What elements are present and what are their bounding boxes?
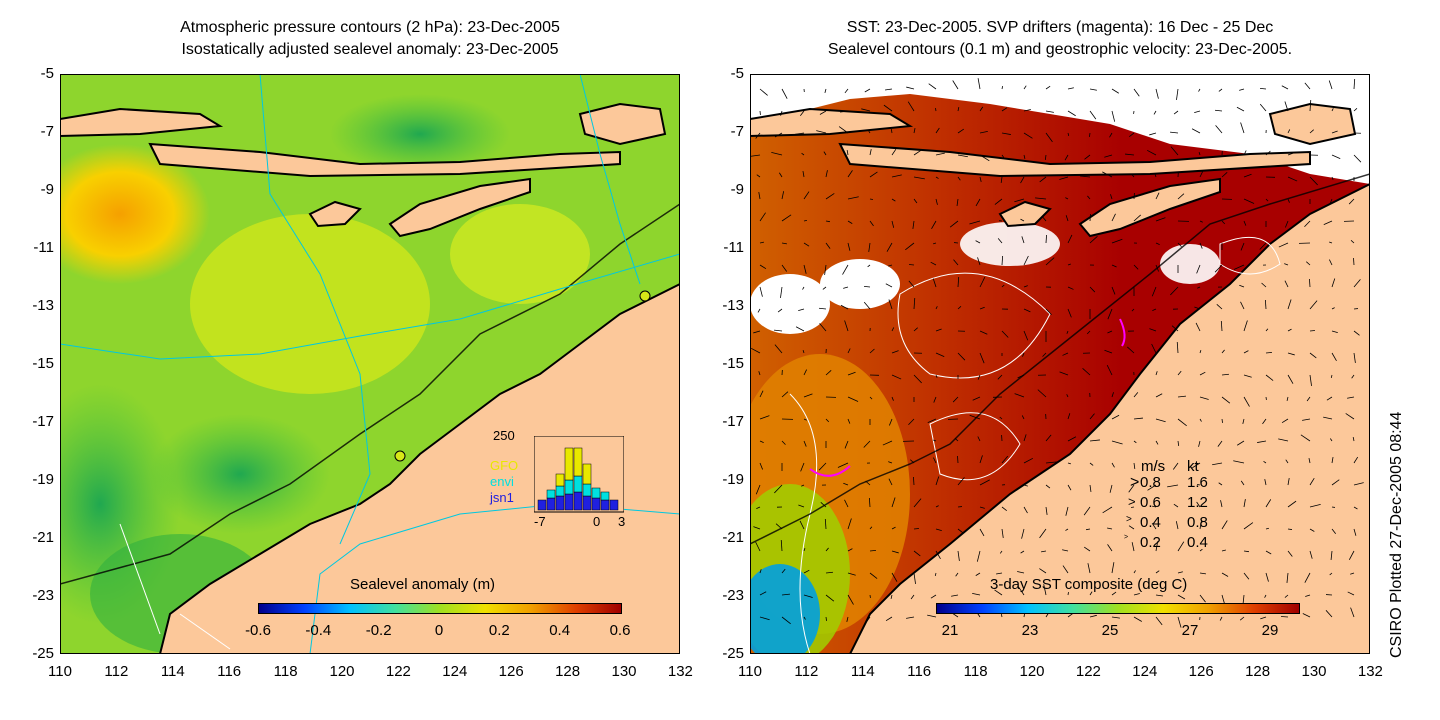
inset-xtick-3: 3 <box>618 514 626 529</box>
y-tick-label: -19 <box>32 471 54 488</box>
colorbar-tick-label: 21 <box>941 622 959 639</box>
x-tick-label: 122 <box>1075 663 1101 680</box>
x-tick-label: 130 <box>1301 663 1327 680</box>
colorbar-tick-label: 0.6 <box>609 622 631 639</box>
colorbar-tick-label: 0 <box>434 622 444 639</box>
x-tick-label: 118 <box>963 663 988 680</box>
velocity-arrow-icon: > <box>1130 474 1140 491</box>
colorbar-tick-label: -0.6 <box>245 622 271 639</box>
x-tick-label: 126 <box>1188 663 1214 680</box>
colorbar-tick-label: 23 <box>1021 622 1039 639</box>
x-tick-label: 120 <box>1019 663 1045 680</box>
x-tick-label: 110 <box>48 663 72 680</box>
velocity-arrow-icon: > <box>1124 534 1129 541</box>
sealevel-anomaly-map <box>60 74 680 654</box>
left-title-line2: Isostatically adjusted sealevel anomaly:… <box>181 41 559 58</box>
altimeter-inset-histogram <box>534 436 624 513</box>
cloud-mask-north <box>750 74 1370 184</box>
y-tick-label: -7 <box>40 123 54 140</box>
right-title-line2: Sealevel contours (0.1 m) and geostrophi… <box>827 41 1293 58</box>
y-tick-label: -21 <box>722 529 744 546</box>
colorbar-tick-label: 0.4 <box>549 622 571 639</box>
drifter-track <box>809 465 851 477</box>
right-colorbar-title: 3-day SST composite (deg C) <box>990 576 1188 593</box>
left-title-line1: Atmospheric pressure contours (2 hPa): 2… <box>180 19 560 36</box>
y-tick-label: -13 <box>722 297 744 314</box>
sst-map <box>750 74 1370 654</box>
y-tick-label: -21 <box>32 529 54 546</box>
x-tick-label: 128 <box>555 663 581 680</box>
velocity-legend-kt: 1.6 <box>1187 474 1208 491</box>
velocity-legend-kt: 0.4 <box>1187 534 1208 551</box>
x-tick-label: 110 <box>738 663 762 680</box>
velocity-legend-kt: 1.2 <box>1187 494 1208 511</box>
x-tick-label: 124 <box>442 663 468 680</box>
left-colorbar-title: Sealevel anomaly (m) <box>350 576 496 593</box>
colorbar-tick-label: -0.2 <box>365 622 392 639</box>
timor-island <box>388 177 531 238</box>
x-tick-label: 124 <box>1132 663 1158 680</box>
velocity-arrow-icon: > <box>1128 494 1136 509</box>
colorbar-tick-label: 29 <box>1261 622 1279 639</box>
inset-xtick-2: 0 <box>593 514 601 529</box>
x-tick-label: 122 <box>385 663 411 680</box>
x-tick-label: 112 <box>104 663 129 680</box>
y-tick-label: -7 <box>730 123 744 140</box>
inset-series-jsn1: jsn1 <box>490 490 514 505</box>
velocity-arrow-icon: > <box>1126 514 1132 525</box>
inset-series-gfo: GFO <box>490 458 519 473</box>
plot-credit: CSIRO Plotted 27-Dec-2005 08:44 <box>1388 411 1405 658</box>
y-tick-label: -9 <box>40 181 54 198</box>
colorbar-tick-label: 25 <box>1101 622 1119 639</box>
x-tick-label: 128 <box>1245 663 1271 680</box>
y-tick-label: -9 <box>730 181 744 198</box>
velocity-legend-ms: 0.6 <box>1140 494 1161 511</box>
velocity-legend-ms: 0.4 <box>1140 514 1161 531</box>
x-tick-label: 114 <box>160 663 185 680</box>
y-tick-label: -15 <box>32 355 54 372</box>
x-tick-label: 132 <box>1357 663 1383 680</box>
x-tick-label: 116 <box>217 663 242 680</box>
y-tick-label: -17 <box>32 413 54 430</box>
velocity-legend-header-ms: m/s <box>1141 458 1166 475</box>
x-tick-label: 120 <box>329 663 355 680</box>
y-tick-label: -25 <box>32 645 54 662</box>
x-tick-label: 118 <box>273 663 298 680</box>
colorbar-tick-label: 0.2 <box>488 622 510 639</box>
velocity-legend-ms: 0.2 <box>1140 534 1161 551</box>
australia-landmass <box>158 282 680 654</box>
x-tick-label: 126 <box>498 663 524 680</box>
x-tick-label: 114 <box>850 663 875 680</box>
inset-xtick-1: -7 <box>534 514 546 529</box>
y-tick-label: -15 <box>722 355 744 372</box>
y-tick-label: -11 <box>723 239 744 256</box>
inset-series-envi: envi <box>490 474 514 489</box>
y-tick-label: -23 <box>722 587 744 604</box>
y-tick-label: -5 <box>730 65 744 82</box>
y-tick-label: -25 <box>722 645 744 662</box>
y-tick-label: -5 <box>40 65 54 82</box>
left-colorbar <box>258 603 622 614</box>
x-tick-label: 130 <box>611 663 637 680</box>
y-tick-label: -19 <box>722 471 744 488</box>
velocity-legend-kt: 0.8 <box>1187 514 1208 531</box>
y-tick-label: -17 <box>722 413 744 430</box>
y-tick-label: -13 <box>32 297 54 314</box>
colorbar-tick-label: 27 <box>1181 622 1199 639</box>
x-tick-label: 112 <box>794 663 819 680</box>
y-tick-label: -11 <box>33 239 54 256</box>
colorbar-tick-label: -0.4 <box>305 622 332 639</box>
velocity-legend-ms: 0.8 <box>1140 474 1161 491</box>
inset-count-label: 250 <box>493 428 515 443</box>
velocity-legend-header-kt: kt <box>1187 458 1199 475</box>
right-colorbar <box>936 603 1300 614</box>
right-title-line1: SST: 23-Dec-2005. SVP drifters (magenta)… <box>846 19 1274 36</box>
y-tick-label: -23 <box>32 587 54 604</box>
x-tick-label: 132 <box>667 663 693 680</box>
x-tick-label: 116 <box>907 663 932 680</box>
